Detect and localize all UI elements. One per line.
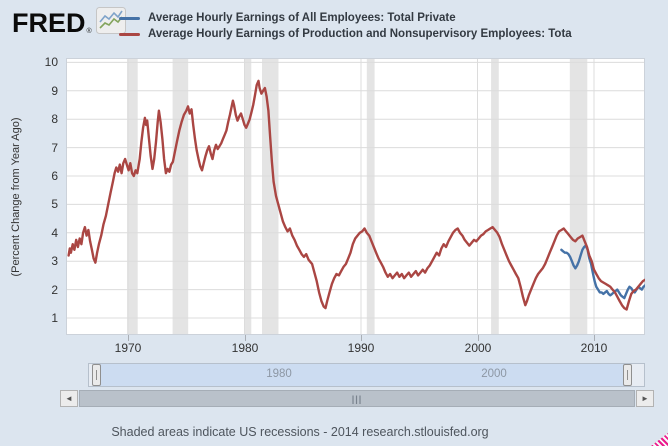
legend-label: Average Hourly Earnings of All Employees… [148, 12, 456, 24]
recession-band [366, 58, 375, 335]
fred-logo[interactable]: FRED ® [12, 7, 126, 39]
legend-dash-blue-icon [119, 16, 140, 20]
x-axis-tick-label: 1970 [114, 341, 142, 355]
y-axis-tick-label: 7 [51, 141, 58, 155]
y-axis-tick-label: 5 [51, 197, 58, 211]
fred-graph-icon [95, 7, 126, 39]
scrollbar-left-button[interactable]: ◄ [60, 390, 78, 407]
navigator-left-handle[interactable] [92, 364, 101, 386]
scrollbar-grip-icon[interactable]: ||| [351, 394, 363, 404]
left-arrow-icon: ◄ [65, 394, 73, 403]
x-axis-tick-label: 2000 [464, 341, 492, 355]
plot-border [66, 58, 645, 335]
y-axis-tick-label: 6 [51, 169, 58, 183]
fred-logo-text: FRED [12, 7, 86, 38]
y-axis-tick-label: 4 [51, 226, 58, 240]
x-axis-tick [128, 335, 129, 341]
y-axis-tick-label: 9 [51, 84, 58, 98]
navigator-selected-range[interactable] [97, 364, 627, 386]
y-axis-tick-label: 2 [51, 283, 58, 297]
x-axis-tick [594, 335, 595, 341]
navigator-axis-label: 2000 [481, 368, 507, 380]
y-axis-tick-label: 10 [44, 55, 58, 69]
x-axis-tick-label: 1980 [231, 341, 259, 355]
navigator[interactable]: 1980 2000 [88, 363, 645, 387]
legend-dash-red-icon [119, 32, 140, 36]
y-axis-tick-label: 8 [51, 112, 58, 126]
x-axis-tick [245, 335, 246, 341]
recession-band [262, 58, 279, 335]
resize-handle-icon[interactable] [651, 433, 668, 446]
x-axis-tick [361, 335, 362, 341]
registered-trademark: ® [86, 28, 92, 35]
legend-item-all-employees[interactable]: Average Hourly Earnings of All Employees… [119, 10, 572, 26]
navigator-axis-label: 1980 [266, 368, 292, 380]
legend-label: Average Hourly Earnings of Production an… [148, 28, 572, 40]
scrollbar-track[interactable]: ||| [79, 390, 635, 407]
recession-band [244, 58, 252, 335]
footer-note: Shaded areas indicate US recessions - 20… [111, 425, 489, 439]
x-axis-tick-label: 2010 [580, 341, 608, 355]
plot-background [66, 58, 645, 335]
y-axis-tick-label: 3 [51, 254, 58, 268]
recession-band [172, 58, 189, 335]
y-axis-tick-label: 1 [51, 311, 58, 325]
x-axis-tick [478, 335, 479, 341]
recession-band [569, 58, 588, 335]
navigator-right-handle[interactable] [623, 364, 632, 386]
x-axis-tick-label: 1990 [347, 341, 375, 355]
right-arrow-icon: ► [641, 394, 649, 403]
y-axis-title: (Percent Change from Year Ago) [10, 117, 22, 277]
legend-item-production[interactable]: Average Hourly Earnings of Production an… [119, 26, 572, 42]
chart-legend: Average Hourly Earnings of All Employees… [119, 10, 572, 42]
recession-band [127, 58, 138, 335]
series-line-production[interactable] [67, 79, 645, 311]
recession-band [491, 58, 499, 335]
chart-plot-area[interactable] [66, 58, 645, 335]
scrollbar-right-button[interactable]: ► [636, 390, 654, 407]
